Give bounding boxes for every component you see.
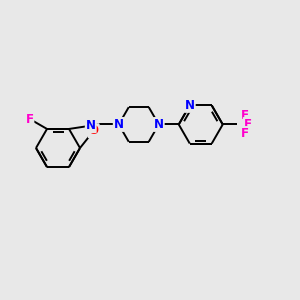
Text: F: F: [241, 109, 249, 122]
Text: N: N: [154, 118, 164, 131]
Text: N: N: [185, 99, 195, 112]
Text: N: N: [114, 118, 124, 131]
Text: F: F: [241, 127, 249, 140]
Text: O: O: [89, 124, 99, 137]
Text: F: F: [244, 118, 252, 131]
Text: F: F: [26, 113, 33, 126]
Text: N: N: [86, 119, 96, 132]
